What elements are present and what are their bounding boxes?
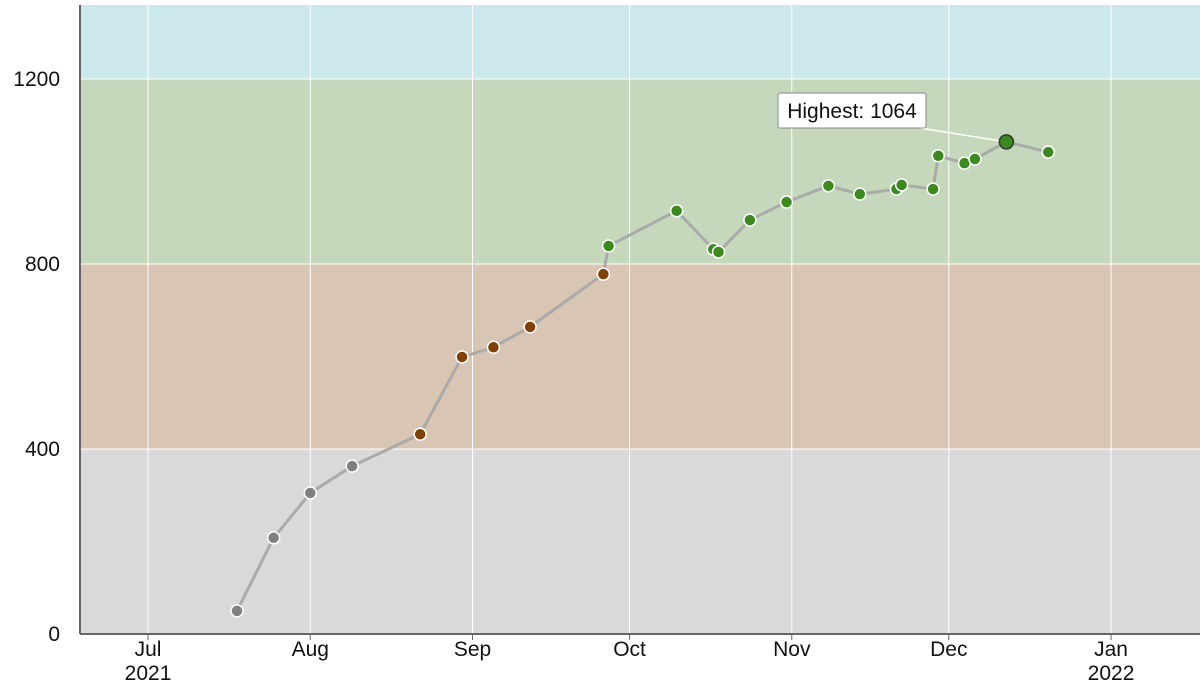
annotation-text: Highest: 1064 (787, 100, 917, 123)
x-tick-label: Nov (773, 638, 811, 661)
rating-point (821, 179, 836, 193)
y-tick-label: 400 (25, 438, 60, 461)
x-tick-label: Oct (613, 638, 646, 661)
rating-point (853, 187, 867, 201)
x-tick-label-line: Sep (454, 638, 491, 661)
rating-band (80, 449, 1200, 634)
x-tick-label-line: Oct (613, 638, 646, 661)
rating-band (80, 79, 1200, 264)
rating-point (303, 486, 318, 500)
rating-point (601, 239, 616, 253)
rating-band (80, 264, 1200, 449)
rating-point (779, 195, 794, 209)
annotation-connector (919, 127, 1007, 143)
y-tick-label: 1200 (13, 68, 60, 91)
rating-point (345, 459, 359, 473)
x-tick-label: Jul 2021 (125, 638, 172, 685)
x-tick-label-line: Aug (292, 638, 329, 661)
x-tick-label: Aug (292, 638, 329, 661)
x-tick-label-line: Jan (1094, 638, 1128, 661)
rating-point (968, 152, 982, 166)
rating-point (998, 134, 1015, 150)
rating-point (1041, 145, 1055, 159)
rating-point (669, 204, 684, 218)
x-tick-label-line: 2022 (1088, 662, 1135, 685)
rating-point (486, 340, 501, 354)
rating-point (931, 149, 946, 163)
rating-point (926, 182, 940, 196)
rating-point (413, 427, 427, 441)
x-tick-label-line: 2021 (125, 662, 172, 685)
annotation-box (777, 92, 927, 129)
x-tick-label: Jan 2022 (1088, 638, 1135, 685)
rating-point (455, 350, 469, 364)
x-tick-label-line: Nov (773, 638, 811, 661)
y-tick-label: 0 (48, 623, 60, 646)
rating-point (230, 604, 244, 618)
rating-point (596, 267, 611, 281)
rating-point (266, 531, 281, 545)
x-tick-label-line: Dec (930, 638, 967, 661)
rating-point (523, 320, 537, 334)
x-tick-label: Dec (930, 638, 967, 661)
x-tick-label: Sep (454, 638, 491, 661)
rating-band (80, 5, 1200, 79)
rating-point (894, 178, 909, 192)
rating-point (711, 245, 726, 259)
y-tick-label: 800 (25, 253, 60, 276)
x-tick-label-line: Jul (135, 638, 162, 661)
rating-point (743, 213, 757, 227)
